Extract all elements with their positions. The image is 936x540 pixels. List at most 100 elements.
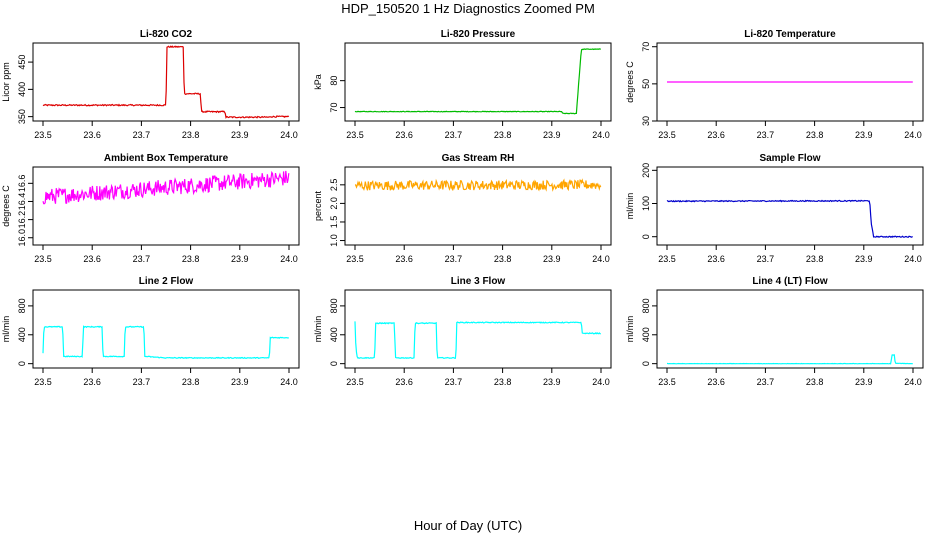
x-tick-label: 23.5 <box>34 130 52 140</box>
y-axis-label: ml/min <box>625 193 635 220</box>
x-tick-label: 24.0 <box>904 254 922 264</box>
panel-6: Sample Flow 23.5 23.6 23.7 23.8 23.9 24.0 0 100 2… <box>625 153 924 264</box>
x-tick-label: 23.7 <box>757 254 775 264</box>
panel-1: Li-820 CO2 23.5 23.6 23.7 23.8 23.9 24.0 350 400… <box>1 29 300 140</box>
panel-7: Line 2 Flow 23.5 23.6 23.7 23.8 23.9 24.0 0 400 8… <box>1 276 300 387</box>
y-tick-label: 16.0 <box>17 229 27 247</box>
y-axis-label: degrees C <box>1 185 11 227</box>
panel-title: Sample Flow <box>759 153 820 164</box>
plot-frame <box>32 42 300 122</box>
panel-3: Li-820 Temperature 23.5 23.6 23.7 23.8 23.9 24… <box>625 29 924 140</box>
y-tick-label: 450 <box>17 55 27 70</box>
x-tick-label: 23.5 <box>658 254 676 264</box>
y-tick-label: 30 <box>641 116 651 126</box>
y-tick-label: 400 <box>641 327 651 342</box>
y-tick-label: 70 <box>329 103 339 113</box>
y-tick-label: 70 <box>641 42 651 52</box>
y-tick-label: 800 <box>17 298 27 313</box>
y-tick-label: 16.2 <box>17 211 27 229</box>
data-series <box>354 321 601 360</box>
x-tick-label: 24.0 <box>592 377 610 387</box>
x-axis-label: Hour of Day (UTC) <box>413 518 523 533</box>
x-tick-label: 23.7 <box>445 130 463 140</box>
y-tick-label: 800 <box>641 298 651 313</box>
x-tick-label: 23.8 <box>494 254 512 264</box>
panel-title: Li-820 Temperature <box>744 29 836 40</box>
panel-9: Line 4 (LT) Flow 23.5 23.6 23.7 23.8 23.9 24.0… <box>625 276 924 387</box>
x-tick-label: 23.5 <box>346 254 364 264</box>
main-title: HDP_150520 1 Hz Diagnostics Zoomed PM <box>341 1 595 16</box>
x-tick-label: 23.9 <box>231 130 249 140</box>
x-tick-label: 23.7 <box>133 377 151 387</box>
x-tick-label: 24.0 <box>280 130 298 140</box>
plot-frame <box>344 42 612 122</box>
plot-frame <box>656 166 924 246</box>
x-tick-label: 23.9 <box>855 254 873 264</box>
y-tick-label: 400 <box>329 327 339 342</box>
panel-title: Ambient Box Temperature <box>104 153 229 164</box>
x-tick-label: 24.0 <box>280 254 298 264</box>
data-series <box>354 178 602 192</box>
x-tick-label: 23.5 <box>658 130 676 140</box>
data-series <box>42 45 290 119</box>
y-axis-label: ml/min <box>625 316 635 343</box>
x-tick-label: 23.5 <box>346 130 364 140</box>
y-tick-label: 2.0 <box>329 197 339 210</box>
x-tick-label: 23.8 <box>182 254 200 264</box>
panel-4: Ambient Box Temperature 23.5 23.6 23.7 23.8 2… <box>1 153 300 264</box>
plot-frame <box>656 289 924 369</box>
x-tick-label: 23.6 <box>707 254 725 264</box>
x-tick-label: 24.0 <box>280 377 298 387</box>
x-tick-label: 23.8 <box>182 130 200 140</box>
y-tick-label: 100 <box>641 196 651 211</box>
y-tick-label: 350 <box>17 109 27 124</box>
y-tick-label: 2.5 <box>329 179 339 192</box>
x-tick-label: 24.0 <box>904 377 922 387</box>
y-axis-label: degrees C <box>625 61 635 103</box>
plot-frame <box>32 166 300 246</box>
y-axis-label: ml/min <box>1 316 11 343</box>
y-tick-label: 0 <box>641 361 651 366</box>
x-tick-label: 23.7 <box>757 130 775 140</box>
x-tick-label: 24.0 <box>592 254 610 264</box>
plot-frame <box>344 166 612 246</box>
data-series <box>667 354 913 365</box>
x-tick-label: 23.8 <box>182 377 200 387</box>
x-tick-label: 23.5 <box>34 377 52 387</box>
panel-title: Gas Stream RH <box>442 153 515 164</box>
x-tick-label: 24.0 <box>592 130 610 140</box>
panel-title: Line 2 Flow <box>139 276 194 287</box>
data-series <box>42 170 290 205</box>
y-tick-label: 0 <box>641 234 651 239</box>
panel-2: Li-820 Pressure 23.5 23.6 23.7 23.8 23.9 24.0 7… <box>313 29 612 140</box>
y-tick-label: 80 <box>329 76 339 86</box>
data-series <box>354 48 602 115</box>
x-tick-label: 23.6 <box>83 254 101 264</box>
panel-5: Gas Stream RH 23.5 23.6 23.7 23.8 23.9 24.0 1.0… <box>313 153 612 264</box>
x-tick-label: 23.5 <box>34 254 52 264</box>
x-tick-label: 23.9 <box>543 377 561 387</box>
x-tick-label: 23.7 <box>133 254 151 264</box>
plot-frame <box>344 289 612 369</box>
panel-title: Li-820 Pressure <box>441 29 516 40</box>
x-tick-label: 23.9 <box>543 254 561 264</box>
y-axis-label: Licor ppm <box>1 62 11 102</box>
x-tick-label: 23.7 <box>445 377 463 387</box>
x-tick-label: 23.7 <box>757 377 775 387</box>
x-tick-label: 23.6 <box>395 130 413 140</box>
x-tick-label: 23.9 <box>543 130 561 140</box>
data-series <box>42 325 289 360</box>
y-tick-label: 50 <box>641 79 651 89</box>
data-series <box>666 199 913 239</box>
x-tick-label: 24.0 <box>904 130 922 140</box>
x-tick-label: 23.8 <box>806 254 824 264</box>
panel-title: Line 3 Flow <box>451 276 506 287</box>
y-tick-label: 400 <box>17 327 27 342</box>
x-tick-label: 23.8 <box>806 377 824 387</box>
x-tick-label: 23.9 <box>231 377 249 387</box>
y-tick-label: 1.5 <box>329 216 339 229</box>
plot-frame <box>32 289 300 369</box>
x-tick-label: 23.6 <box>707 377 725 387</box>
x-tick-label: 23.7 <box>445 254 463 264</box>
